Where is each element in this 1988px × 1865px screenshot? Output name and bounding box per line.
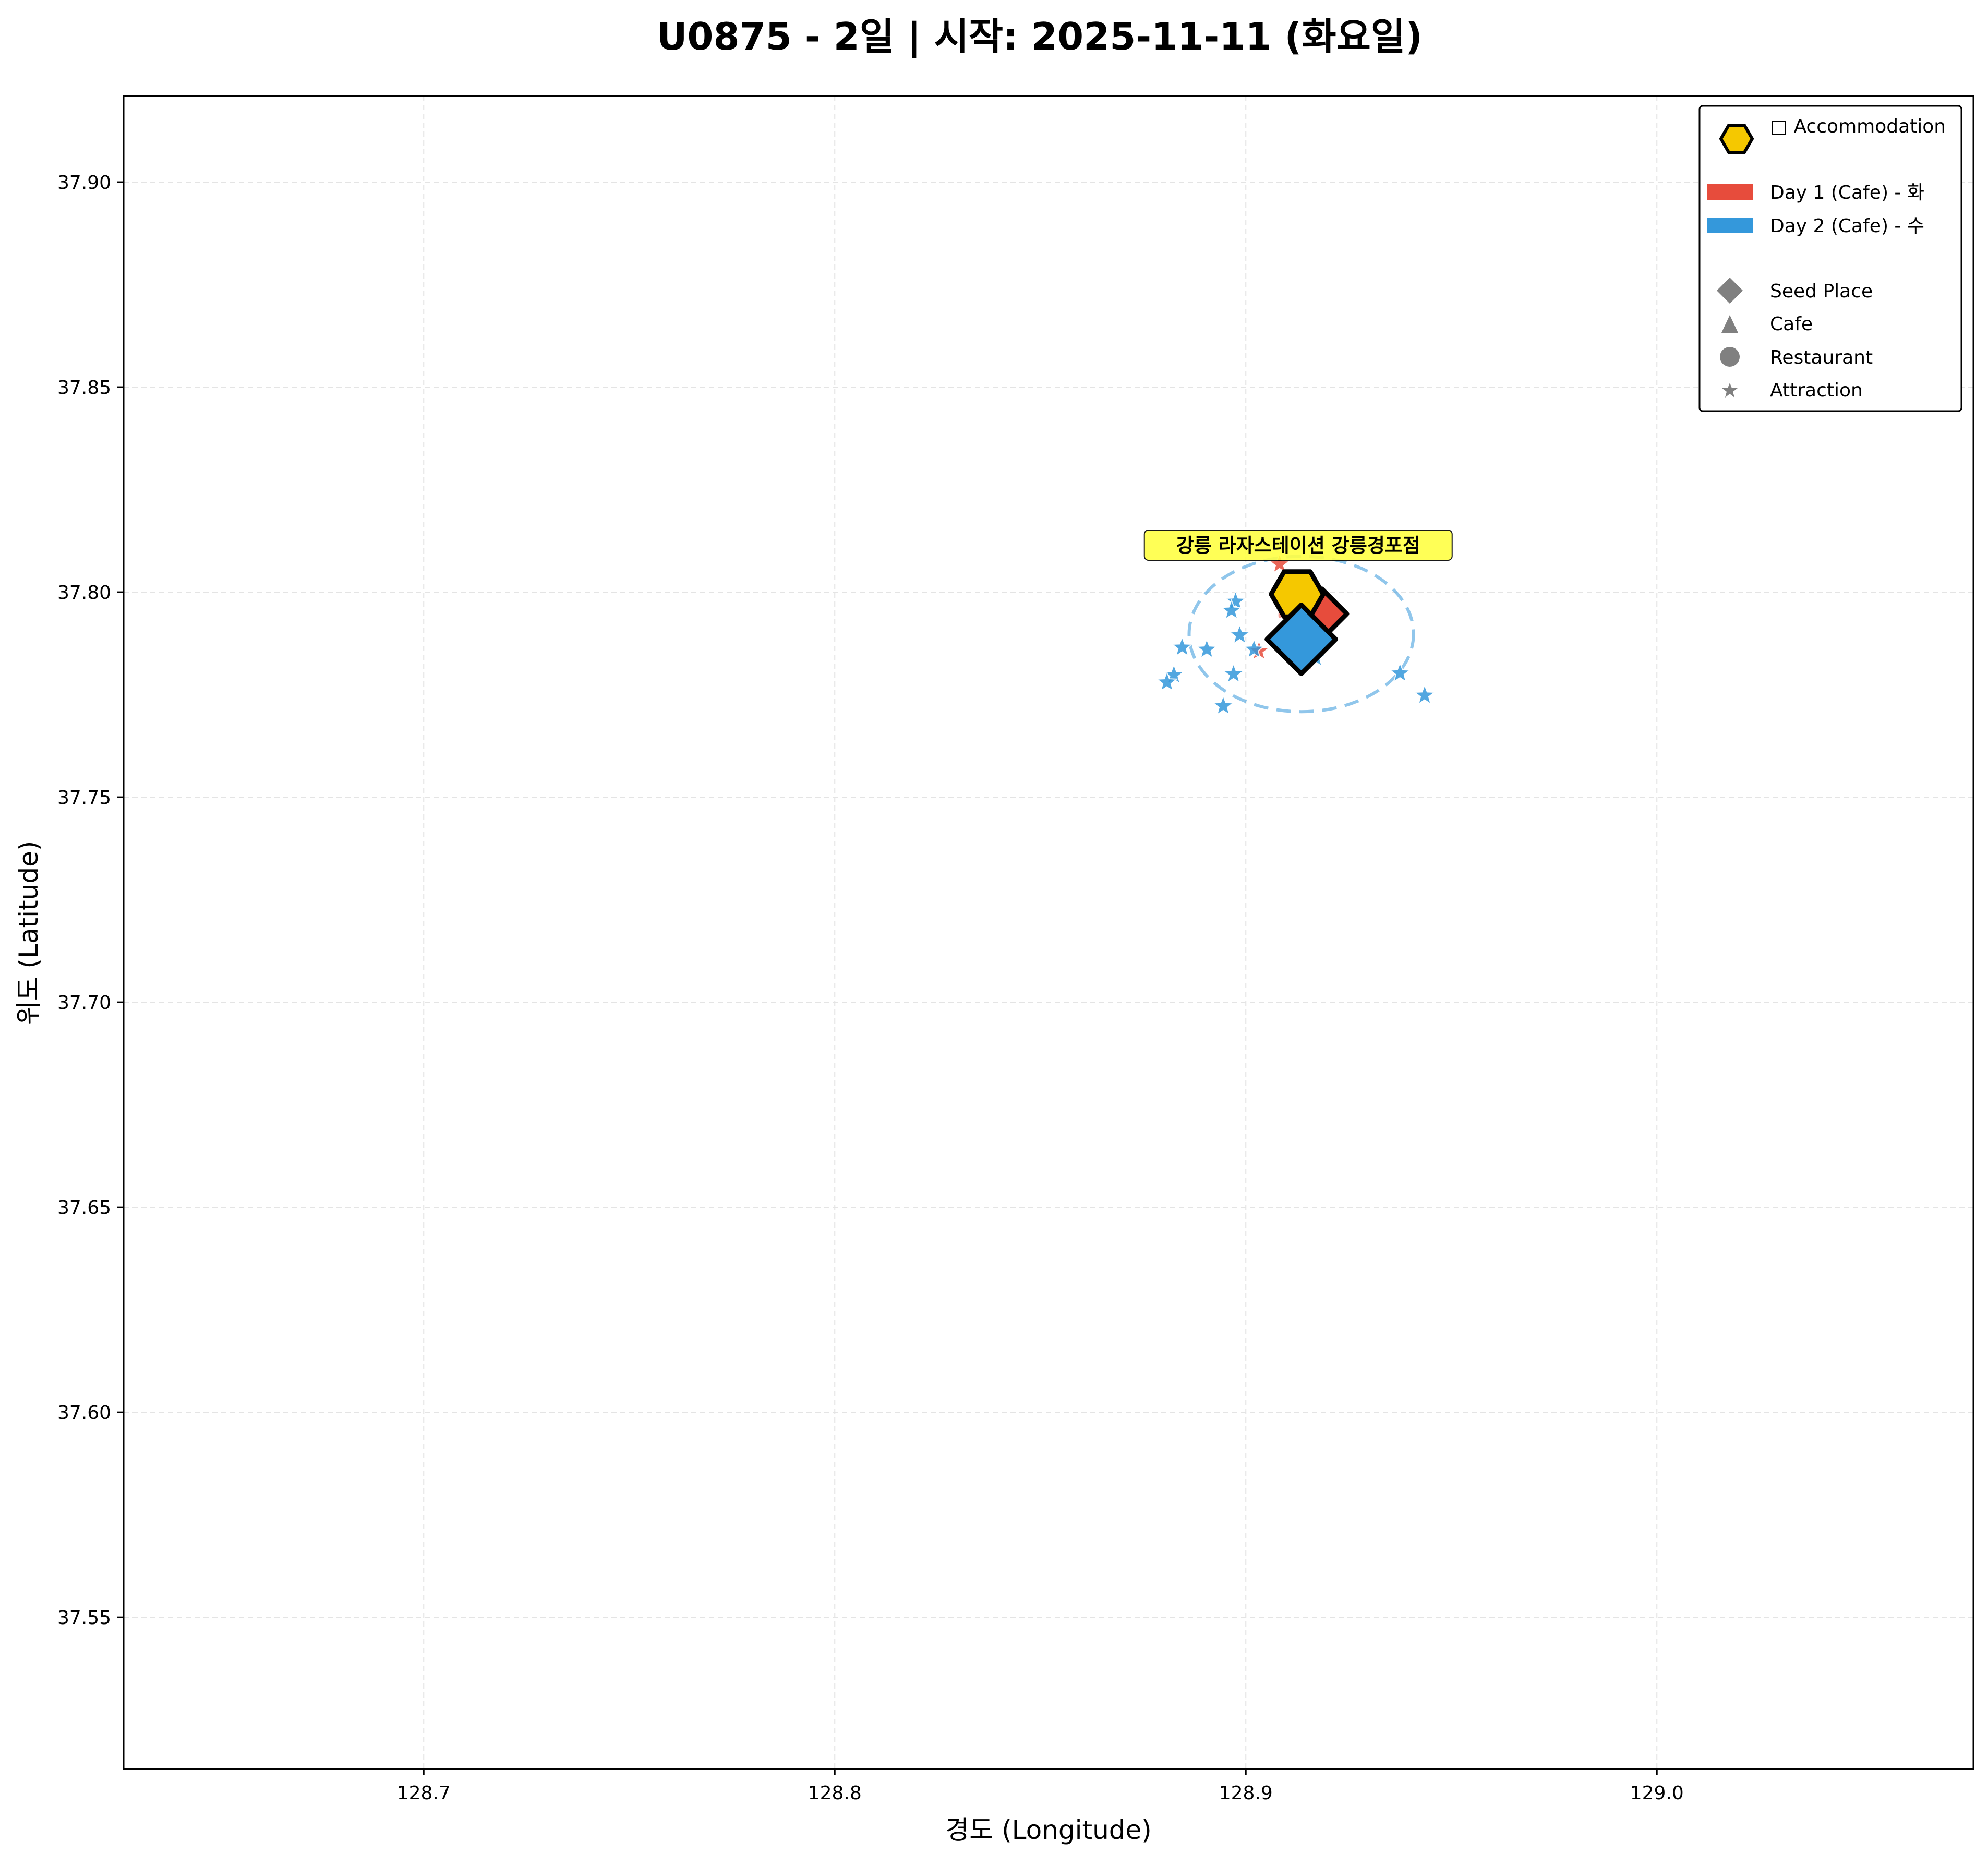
plot-frame: [123, 95, 1974, 1770]
day2-attraction-point: [1228, 623, 1251, 645]
axis-ticks: 128.7 128.8 128.9 129.0 37.55 37.60 37.65 37.70…: [57, 172, 1684, 1804]
y-axis-title: 위도 (Latitude): [14, 841, 44, 1025]
legend-day1-swatch: [1707, 184, 1753, 200]
day2-attraction-point: [1171, 635, 1194, 657]
day2-attraction-point: [1243, 637, 1266, 659]
day2-attraction-point: [1212, 694, 1235, 716]
y-tick-label: 37.55: [57, 1607, 111, 1629]
x-tick-label: 128.9: [1219, 1783, 1273, 1804]
legend-seed-label: Seed Place: [1770, 281, 1873, 302]
accommodation-legend-icon: [1719, 124, 1754, 154]
y-tick-label: 37.85: [57, 377, 111, 399]
accommodation-label: 강릉 라자스테이션 강릉경포점: [1176, 534, 1420, 557]
y-tick-label: 37.60: [57, 1402, 111, 1424]
accommodation-marker-group: 강릉 라자스테이션 강릉경포점: [1143, 530, 1453, 561]
y-tick-label: 37.65: [57, 1197, 111, 1219]
day2-attraction-point: [1388, 661, 1412, 683]
day1-attraction-point: [1268, 552, 1291, 574]
y-tick-label: 37.90: [57, 172, 111, 194]
day2-attraction-point: [1224, 589, 1247, 611]
legend-accommodation-label: □ Accommodation: [1770, 116, 1946, 137]
chart-title: U0875 - 2일 | 시작: 2025-11-11 (화요일): [657, 15, 1423, 59]
day2-attraction-point: [1155, 670, 1178, 692]
y-tick-label: 37.70: [57, 992, 111, 1014]
legend-day2-label: Day 2 (Cafe) - 수: [1770, 215, 1924, 237]
grid: [124, 96, 1973, 1769]
y-tick-label: 37.75: [57, 787, 111, 809]
day2-radius-circle: [1187, 555, 1415, 714]
day2-attraction-point: [1413, 683, 1436, 705]
legend-day1-label: Day 1 (Cafe) - 화: [1770, 182, 1924, 203]
y-tick-label: 37.80: [57, 582, 111, 604]
day2-attraction-point: [1195, 637, 1219, 659]
seed-place-legend-icon: [1717, 278, 1743, 304]
cafe-legend-icon: [1721, 315, 1738, 333]
restaurant-legend-icon: [1720, 347, 1740, 367]
attraction-legend-icon: [1722, 383, 1738, 398]
legend-day2-swatch: [1707, 218, 1753, 233]
legend-cafe-label: Cafe: [1770, 314, 1813, 335]
legend-restaurant-label: Restaurant: [1770, 347, 1873, 368]
seed-places: [1264, 569, 1350, 676]
x-tick-label: 129.0: [1630, 1783, 1684, 1804]
accommodation-label-box: [1143, 530, 1453, 561]
day2-attraction-point: [1222, 662, 1245, 684]
day2-attraction-point: [1220, 598, 1243, 620]
legend: □ Accommodation Day 1 (Cafe) - 화 Day 2 (…: [1698, 105, 1962, 412]
legend-box: [1698, 105, 1962, 412]
x-axis-title: 경도 (Longitude): [945, 1815, 1152, 1845]
legend-attraction-label: Attraction: [1770, 380, 1863, 401]
x-tick-label: 128.7: [397, 1783, 451, 1804]
day2-seed-place-marker: [1264, 602, 1339, 676]
x-tick-label: 128.8: [808, 1783, 862, 1804]
